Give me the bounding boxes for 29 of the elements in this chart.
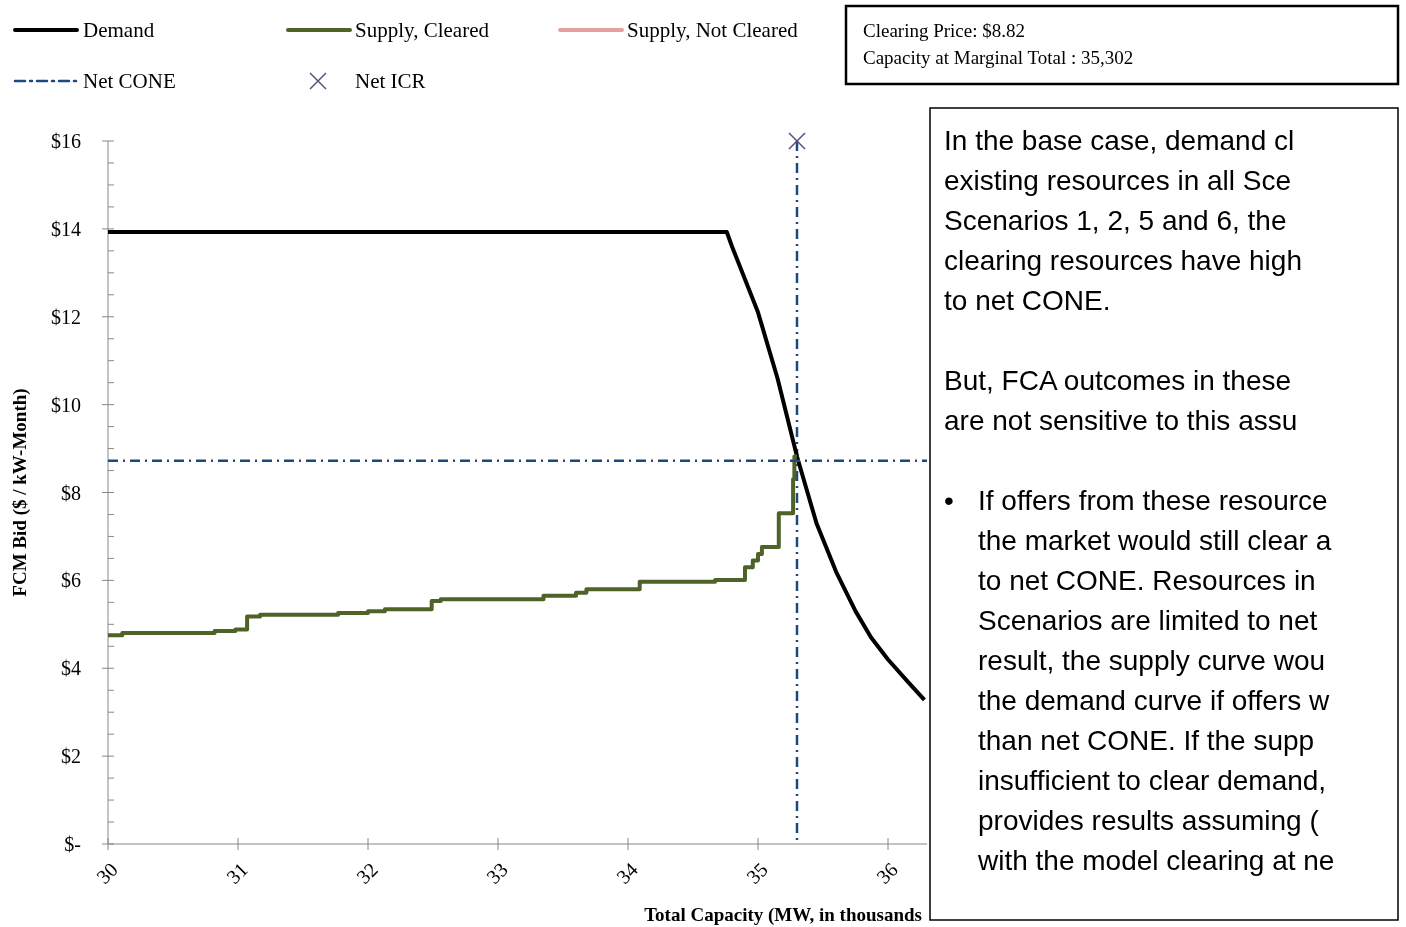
y-axis-title: FCM Bid ($ / kW-Month): [9, 388, 31, 597]
y-tick-label: $12: [51, 305, 81, 328]
y-tick-label: $14: [51, 217, 81, 240]
x-tick-label: 36: [872, 858, 902, 888]
x-tick-label: 32: [352, 858, 382, 888]
legend-label: Net CONE: [83, 69, 176, 94]
legend-label: Net ICR: [355, 69, 426, 94]
y-tick-label: $-: [64, 833, 81, 855]
legend-label: Demand: [83, 18, 155, 43]
x-axis-title: Total Capacity (MW, in thousands: [644, 904, 922, 926]
text: Clearing Price: $8.82: [863, 19, 1025, 41]
text: Capacity at Marginal Total : 35,302: [863, 46, 1134, 68]
legend-label: Supply, Cleared: [355, 18, 490, 43]
text: But, FCA outcomes in these are not sensitive to this assu: [944, 365, 1298, 436]
y-tick-label: $6: [61, 569, 81, 592]
x-tick-label: 31: [222, 858, 252, 888]
y-tick-label: $8: [61, 481, 81, 504]
x-tick-label: 34: [612, 858, 642, 888]
text: In the base case, demand cl existing resources in all Sce Scenarios 1, 2, 5 and 6, the clearing resources have high to net CONE.: [944, 125, 1302, 316]
x-tick-label: 35: [742, 858, 772, 888]
y-tick-label: $2: [61, 745, 81, 768]
y-tick-label: $4: [61, 657, 81, 680]
y-tick-label: $10: [51, 393, 81, 416]
y-tick-label: $16: [51, 130, 81, 152]
x-tick-label: 33: [482, 858, 512, 888]
legend-label: Supply, Not Cleared: [627, 18, 799, 43]
line-series: [106, 229, 927, 702]
x-tick-label: 30: [92, 858, 122, 888]
text: • If offers from these resource the market would still clear a to net CONE. Resources in Scenarios are limited to net result, the supply curve wou the demand curve if offers w than net CONE. If the supp insufficient to clear demand, provides results assuming ( with the model clearing at ne: [944, 485, 1335, 876]
